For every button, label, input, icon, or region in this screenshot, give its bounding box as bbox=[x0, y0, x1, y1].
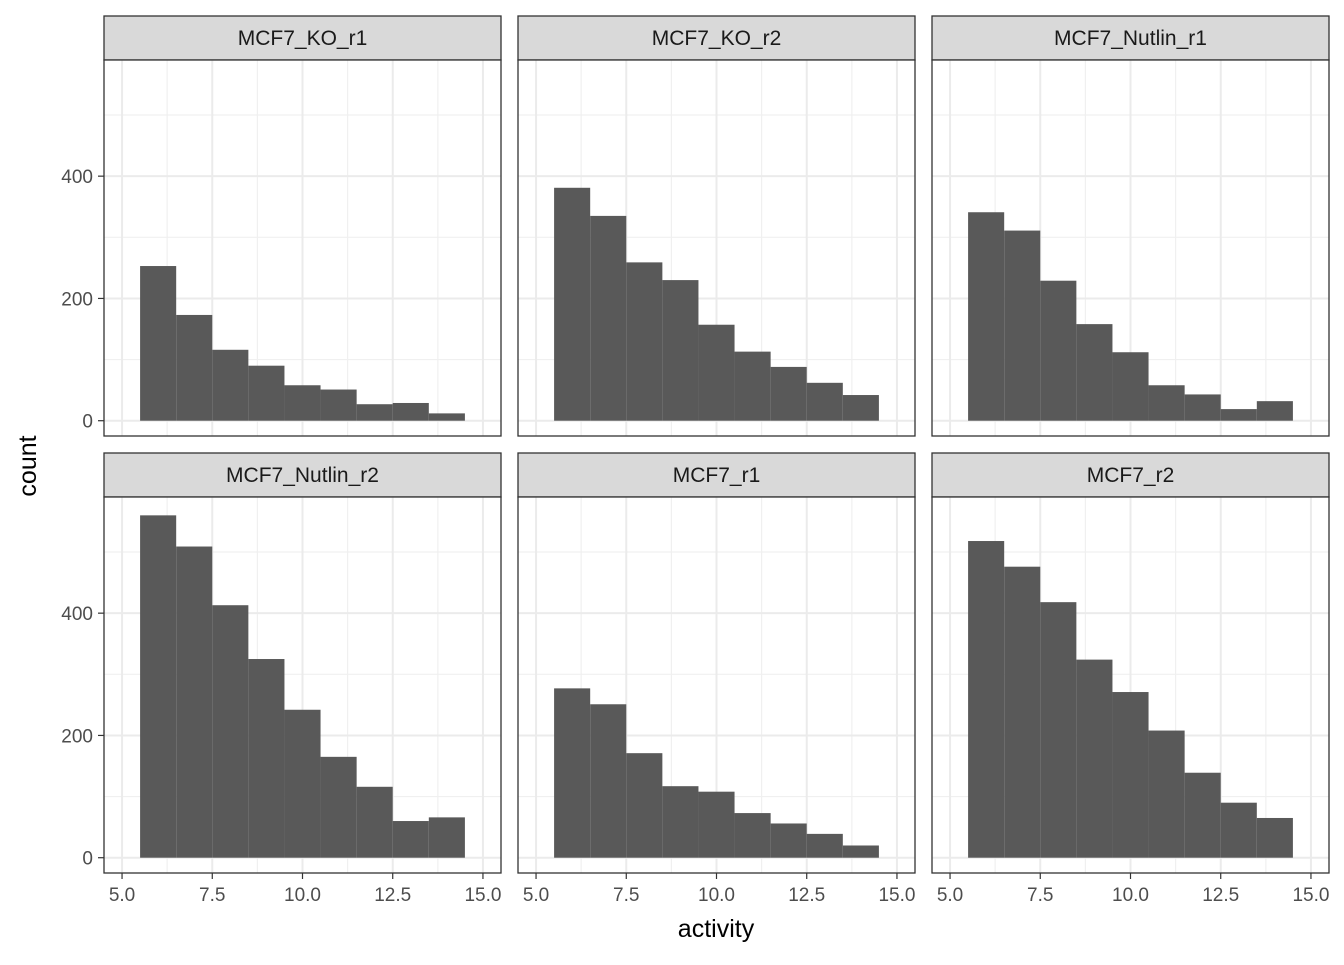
histogram-bar bbox=[1112, 692, 1149, 858]
x-tick-label: 10.0 bbox=[1112, 885, 1149, 906]
histogram-bar bbox=[1220, 409, 1257, 421]
y-tick-label: 200 bbox=[61, 726, 93, 747]
histogram-bar bbox=[176, 314, 213, 421]
facet-strip bbox=[103, 15, 502, 61]
facet-panel: MCF7_r1 5.0 7.5 10.0 12.5 15.0 bbox=[517, 452, 916, 906]
histogram-bar bbox=[1256, 817, 1293, 858]
histogram-bar bbox=[1004, 566, 1041, 858]
y-tick-label: 0 bbox=[82, 412, 93, 433]
histogram-bar bbox=[212, 349, 249, 421]
histogram-bar bbox=[770, 823, 807, 858]
histogram-bar bbox=[968, 541, 1005, 858]
histogram-bar bbox=[320, 756, 357, 858]
histogram-bar bbox=[626, 262, 663, 421]
histogram-bar bbox=[590, 704, 627, 858]
facet-strip bbox=[931, 15, 1330, 61]
facet-panels: MCF7_KO_r1 0 200 400 MCF7_KO_r2 MCF7_Nutlin_r… bbox=[61, 15, 1330, 906]
facet-panel: MCF7_Nutlin_r2 0 200 400 5.0 7.5 10.0 12.5 15.0 bbox=[61, 452, 502, 906]
x-tick-label: 5.0 bbox=[109, 885, 135, 906]
x-tick-label: 7.5 bbox=[1027, 885, 1053, 906]
facet-strip bbox=[517, 452, 916, 498]
histogram-bar bbox=[734, 813, 771, 858]
histogram-bar bbox=[1040, 602, 1077, 858]
y-tick-label: 0 bbox=[82, 849, 93, 870]
histogram-bar bbox=[1112, 352, 1149, 421]
panel-border bbox=[931, 59, 1330, 437]
histogram-bar bbox=[698, 791, 735, 858]
histogram-bar bbox=[1004, 230, 1041, 421]
histogram-bar bbox=[1220, 802, 1257, 858]
histogram-bar bbox=[662, 280, 699, 421]
x-tick-label: 5.0 bbox=[523, 885, 549, 906]
histogram-bar bbox=[1148, 385, 1185, 421]
histogram-bar bbox=[320, 389, 357, 421]
facet-strip-label: MCF7_KO_r2 bbox=[652, 27, 782, 50]
histogram-bar bbox=[248, 365, 285, 421]
histogram-bar bbox=[1148, 730, 1185, 858]
histogram-bar bbox=[842, 845, 879, 858]
x-tick-label: 10.0 bbox=[284, 885, 321, 906]
facet-panel: MCF7_r2 5.0 7.5 10.0 12.5 15.0 bbox=[931, 452, 1330, 906]
histogram-bar bbox=[590, 215, 627, 421]
x-tick-label: 7.5 bbox=[613, 885, 639, 906]
x-tick-label: 15.0 bbox=[1292, 885, 1329, 906]
histogram-bar bbox=[842, 395, 879, 421]
histogram-bar bbox=[284, 709, 321, 858]
y-tick-label: 400 bbox=[61, 604, 93, 625]
histogram-bar bbox=[212, 605, 249, 858]
facet-strip bbox=[103, 452, 502, 498]
histogram-bar bbox=[1076, 324, 1113, 421]
x-tick-label: 15.0 bbox=[878, 885, 915, 906]
histogram-bar bbox=[734, 351, 771, 421]
x-tick-label: 12.5 bbox=[788, 885, 825, 906]
facet-panel: MCF7_KO_r2 bbox=[517, 15, 916, 437]
histogram-bar bbox=[698, 324, 735, 421]
y-axis-title: count bbox=[14, 435, 42, 496]
histogram-bar bbox=[428, 413, 465, 421]
histogram-bar bbox=[392, 821, 429, 858]
histogram-bar bbox=[1076, 659, 1113, 858]
histogram-bar bbox=[392, 402, 429, 421]
histogram-bar bbox=[1256, 401, 1293, 421]
histogram-bar bbox=[140, 266, 177, 421]
histogram-bar bbox=[806, 833, 843, 858]
histogram-bar bbox=[770, 366, 807, 421]
x-tick-label: 15.0 bbox=[464, 885, 501, 906]
histogram-bar bbox=[662, 786, 699, 858]
histogram-bar bbox=[356, 404, 393, 421]
facet-strip-label: MCF7_Nutlin_r1 bbox=[1054, 27, 1207, 50]
histogram-bar bbox=[176, 546, 213, 858]
y-tick-label: 400 bbox=[61, 167, 93, 188]
histogram-bar bbox=[428, 817, 465, 858]
histogram-bar bbox=[284, 385, 321, 421]
histogram-bar bbox=[1184, 772, 1221, 858]
histogram-bar bbox=[806, 382, 843, 421]
facet-strip-label: MCF7_Nutlin_r2 bbox=[226, 464, 379, 487]
facet-strip-label: MCF7_KO_r1 bbox=[238, 27, 368, 50]
x-tick-label: 12.5 bbox=[1202, 885, 1239, 906]
panel-border bbox=[103, 59, 502, 437]
facet-strip-label: MCF7_r1 bbox=[673, 464, 761, 487]
histogram-bar bbox=[554, 688, 591, 858]
histogram-bar bbox=[968, 212, 1005, 421]
x-axis-title: activity bbox=[678, 915, 755, 943]
histogram-bar bbox=[554, 187, 591, 421]
histogram-bar bbox=[1040, 280, 1077, 421]
facet-strip-label: MCF7_r2 bbox=[1087, 464, 1175, 487]
facet-panel: MCF7_KO_r1 0 200 400 bbox=[61, 15, 502, 437]
facet-panel: MCF7_Nutlin_r1 bbox=[931, 15, 1330, 437]
histogram-bar bbox=[1184, 394, 1221, 421]
x-tick-label: 10.0 bbox=[698, 885, 735, 906]
y-tick-label: 200 bbox=[61, 289, 93, 310]
histogram-bar bbox=[626, 753, 663, 858]
x-tick-label: 12.5 bbox=[374, 885, 411, 906]
facet-strip bbox=[517, 15, 916, 61]
histogram-bar bbox=[356, 786, 393, 858]
x-tick-label: 7.5 bbox=[199, 885, 225, 906]
histogram-bar bbox=[140, 515, 177, 858]
x-tick-label: 5.0 bbox=[937, 885, 963, 906]
panel-border bbox=[517, 59, 916, 437]
histogram-bar bbox=[248, 659, 285, 858]
